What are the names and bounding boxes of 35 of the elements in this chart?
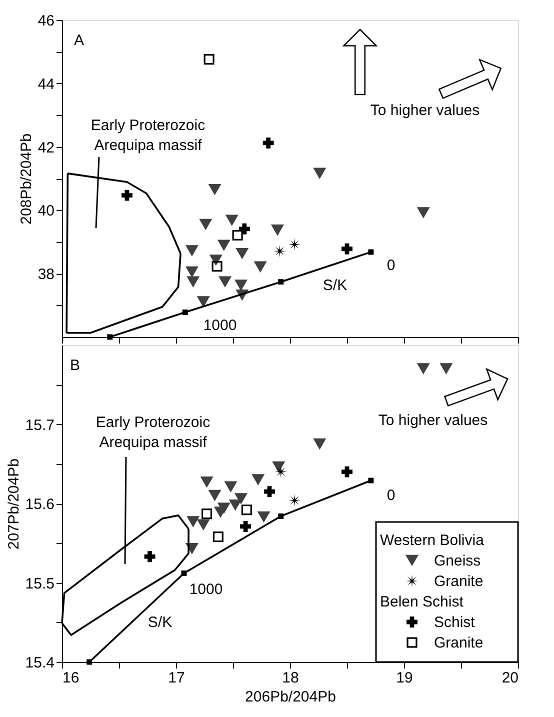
annotation: Belen Schist	[380, 594, 464, 610]
y-axis-title: 208Pb/204Pb	[18, 134, 35, 224]
x-tick-label: 20	[502, 670, 518, 686]
annotation: Western Bolivia	[380, 532, 485, 549]
annotation: Early Proterozoic Arequipa massif	[96, 414, 211, 451]
annotation: 0	[386, 487, 396, 504]
y-axis-title: 207Pb/204Pb	[5, 458, 22, 550]
y-tick-label: 15.4	[25, 654, 54, 672]
y-tick-label: 15.6	[25, 496, 54, 513]
x-tick-label: 19	[396, 670, 413, 686]
annotation: S/K	[148, 614, 172, 631]
x-tick-label: 18	[282, 670, 299, 686]
y-tick-label: 40	[38, 202, 54, 220]
legend-label: Granite	[434, 573, 484, 590]
legend-label: Granite	[434, 634, 484, 652]
y-tick-label: 46	[38, 12, 54, 30]
annotation: A	[74, 32, 84, 49]
y-tick-label: 42	[38, 139, 54, 156]
legend-label: Schist	[434, 614, 476, 631]
y-tick-label: 44	[38, 76, 54, 93]
annotation: Early Proterozoic Arequipa massif	[90, 117, 206, 154]
x-tick-label: 17	[168, 670, 185, 686]
annotation: B	[70, 357, 80, 374]
y-tick-label: 15.7	[25, 416, 54, 434]
legend-label: Gneiss	[434, 552, 481, 570]
annotation: To higher values	[370, 102, 480, 119]
annotation: To higher values	[378, 412, 488, 429]
annotation: S/K	[322, 277, 348, 294]
annotation: 0	[386, 257, 396, 274]
x-axis-title: 206Pb/204Pb	[245, 688, 336, 706]
y-tick-label: 15.5	[25, 575, 54, 592]
y-tick-label: 38	[38, 266, 54, 284]
annotation: 1000	[203, 317, 237, 334]
annotation: 1000	[189, 581, 223, 598]
x-tick-label: 16	[62, 670, 80, 686]
